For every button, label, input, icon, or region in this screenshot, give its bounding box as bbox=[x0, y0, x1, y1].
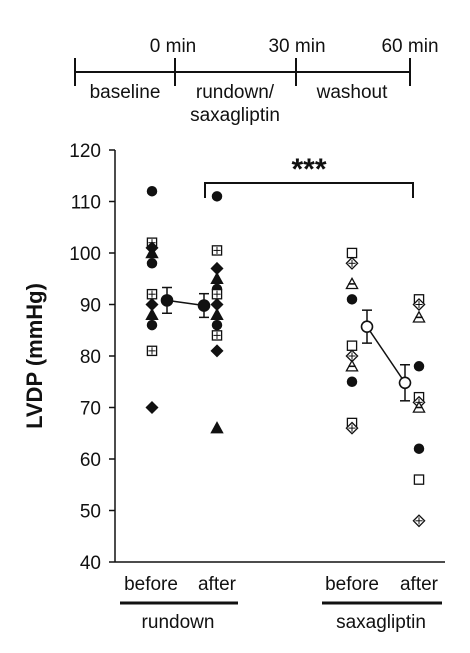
timeline: 0 min 30 min 60 min baseline rundown/ sa… bbox=[74, 36, 439, 126]
point-saxagliptin-after bbox=[413, 443, 425, 454]
point-rundown-before bbox=[146, 258, 158, 269]
phase-label-baseline: baseline bbox=[90, 82, 161, 103]
bracket-line bbox=[204, 182, 414, 198]
mean-point-rundown bbox=[160, 294, 174, 307]
mean-point-saxagliptin bbox=[360, 320, 374, 333]
point-rundown-before bbox=[146, 319, 158, 331]
point-rundown-after bbox=[211, 191, 223, 202]
phase-label-rundown: rundown/ bbox=[196, 82, 275, 103]
phase-label-saxagliptin: saxagliptin bbox=[190, 105, 280, 126]
point-saxagliptin-before bbox=[346, 340, 358, 351]
mean-point-saxagliptin bbox=[398, 376, 412, 390]
y-tick-label: 50 bbox=[80, 502, 101, 523]
x-label-saxagliptin-after: after bbox=[400, 574, 439, 595]
y-tick-label: 80 bbox=[80, 347, 101, 368]
time-label-60min: 60 min bbox=[381, 36, 438, 57]
x-label-rundown-after: after bbox=[198, 574, 237, 595]
phase-label-washout: washout bbox=[316, 82, 388, 103]
point-saxagliptin-before bbox=[346, 376, 358, 387]
point-saxagliptin-before bbox=[346, 247, 358, 259]
time-label-0min: 0 min bbox=[150, 36, 196, 57]
y-tick-label: 100 bbox=[69, 244, 101, 265]
point-saxagliptin-before bbox=[346, 294, 358, 305]
y-tick-label: 40 bbox=[80, 553, 101, 574]
point-rundown-after bbox=[210, 344, 224, 358]
point-rundown-after bbox=[210, 421, 224, 434]
x-label-rundown-before: before bbox=[124, 574, 178, 595]
point-rundown-after bbox=[210, 271, 224, 285]
y-tick-label: 60 bbox=[80, 450, 101, 471]
x-label-saxagliptin-before: before bbox=[325, 574, 379, 595]
point-rundown-before bbox=[145, 307, 159, 321]
mean-line-saxagliptin bbox=[366, 326, 406, 384]
group-label-saxagliptin: saxagliptin bbox=[336, 612, 426, 633]
y-axis-label: LVDP (mmHg) bbox=[22, 283, 47, 429]
significance-label: *** bbox=[291, 153, 326, 186]
y-tick-label: 90 bbox=[80, 296, 101, 317]
time-label-30min: 30 min bbox=[268, 36, 325, 57]
y-tick-label: 110 bbox=[71, 193, 101, 214]
point-saxagliptin-after bbox=[413, 361, 425, 372]
significance-bracket: *** bbox=[204, 153, 414, 198]
y-tick-label: 120 bbox=[69, 141, 101, 162]
point-rundown-before bbox=[146, 185, 158, 197]
point-saxagliptin-after bbox=[413, 474, 425, 485]
y-tick-label: 70 bbox=[80, 399, 101, 420]
point-rundown-before bbox=[145, 246, 159, 259]
point-rundown-after bbox=[210, 307, 224, 321]
y-ticks: 40 50 60 70 80 90 100 110 120 bbox=[69, 141, 115, 574]
data-points bbox=[145, 185, 426, 528]
mean-point-rundown bbox=[197, 299, 211, 312]
group-label-rundown: rundown bbox=[142, 612, 215, 633]
point-rundown-after bbox=[211, 319, 223, 331]
point-rundown-before bbox=[145, 400, 159, 415]
